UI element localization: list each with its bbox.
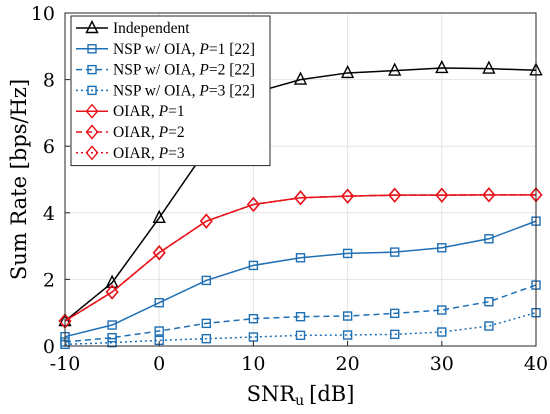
series-7: [58, 187, 543, 329]
legend-label: OIAR, P=3: [113, 145, 185, 162]
legend-marker: [85, 103, 99, 119]
data-point-diamond: [388, 187, 402, 203]
data-point-triangle: [340, 64, 355, 79]
legend-entry: NSP w/ OIA, P=2 [22]: [76, 62, 255, 79]
y-axis-label: Sum Rate [bps/Hz]: [7, 79, 31, 280]
data-point-square: [342, 311, 353, 321]
plot-frame: [64, 12, 537, 347]
data-point-square: [295, 311, 306, 322]
data-point-square: [248, 313, 259, 324]
legend: Independent NSP w/ OIA, P=1 [22] NSP w/ OI…: [70, 15, 271, 167]
data-point-square: [437, 243, 447, 253]
x-tick-label: -10: [50, 353, 81, 375]
data-point-square: [248, 260, 259, 271]
y-tick-label: 4: [43, 203, 55, 225]
y-tick-label: 6: [43, 136, 55, 158]
series-line: [64, 67, 537, 322]
x-tick-label: 40: [524, 353, 548, 375]
data-point-square: [154, 298, 164, 308]
legend-entry: Independent: [76, 19, 190, 37]
x-axis-label-main: SNR: [247, 382, 297, 406]
data-point-triangle: [388, 62, 402, 76]
data-point-square: [484, 297, 494, 307]
data-point-square: [484, 321, 494, 331]
data-point-triangle: [435, 59, 449, 74]
series-3: [60, 280, 541, 347]
data-point-square: [390, 247, 400, 257]
x-axis-label-unit: [dB]: [309, 382, 354, 406]
series-4: [60, 308, 541, 350]
data-point-square: [437, 305, 447, 315]
series-line: [64, 194, 536, 322]
series-line: [64, 284, 537, 343]
legend-entry: NSP w/ OIA, P=3 [22]: [76, 82, 255, 99]
data-point-diamond: [105, 284, 119, 300]
x-tick-label: 10: [241, 353, 265, 375]
legend-entry: OIAR, P=2: [76, 124, 185, 141]
x-axis-label-subscript: u: [295, 393, 304, 409]
data-point-diamond: [341, 188, 355, 204]
x-tick-label: 30: [430, 353, 454, 375]
legend-marker: [87, 44, 97, 54]
x-tick-label: 0: [153, 353, 165, 375]
data-point-square: [107, 320, 117, 330]
legend-marker: [87, 85, 97, 96]
data-point-diamond: [435, 187, 449, 203]
data-point-square: [107, 337, 117, 348]
data-point-square: [342, 248, 353, 259]
data-point-square: [201, 318, 212, 329]
data-point-triangle: [105, 274, 119, 288]
legend-marker: [85, 145, 99, 161]
legend-marker: [85, 124, 99, 140]
data-point-diamond: [152, 245, 166, 261]
x-axis-label: SNRu [dB]: [247, 382, 355, 409]
legend-marker: [85, 19, 99, 34]
legend-label: Independent: [113, 20, 190, 37]
legend-entry: NSP w/ OIA, P=1 [22]: [76, 41, 255, 58]
data-point-diamond: [246, 196, 260, 213]
data-point-triangle: [482, 60, 496, 74]
legend-label: OIAR, P=1: [113, 103, 185, 120]
legend-label: NSP w/ OIA, P=2 [22]: [113, 62, 255, 79]
series-line: [64, 311, 537, 346]
legend-marker: [87, 64, 97, 75]
y-tick-label: 10: [31, 3, 55, 25]
legend-entry: OIAR, P=3: [76, 145, 185, 162]
data-point-square: [342, 330, 353, 340]
legend-entry: OIAR, P=1: [76, 103, 185, 120]
series-line: [64, 220, 537, 338]
legend-label: OIAR, P=2: [113, 124, 185, 141]
x-tick-label: 20: [336, 353, 360, 375]
data-point-diamond: [199, 213, 213, 229]
data-point-triangle: [152, 209, 166, 223]
y-tick-label: 0: [43, 336, 55, 358]
data-point-square: [154, 326, 164, 336]
y-tick-label: 8: [43, 70, 55, 92]
data-point-square: [107, 332, 117, 343]
y-tick-label: 2: [43, 269, 55, 291]
data-point-square: [295, 253, 306, 263]
legend-box: [70, 15, 271, 167]
series-layer: [58, 59, 543, 350]
data-point-diamond: [294, 190, 307, 206]
data-point-square: [201, 275, 212, 286]
data-point-square: [390, 308, 400, 319]
data-point-square: [437, 327, 447, 337]
data-point-triangle: [293, 71, 308, 85]
data-point-square: [201, 333, 212, 344]
data-point-square: [295, 330, 306, 341]
legend-label: NSP w/ OIA, P=3 [22]: [113, 82, 255, 99]
data-point-square: [484, 234, 494, 244]
legend-label: NSP w/ OIA, P=1 [22]: [113, 41, 255, 58]
data-point-square: [390, 329, 400, 340]
data-point-diamond: [482, 187, 496, 203]
